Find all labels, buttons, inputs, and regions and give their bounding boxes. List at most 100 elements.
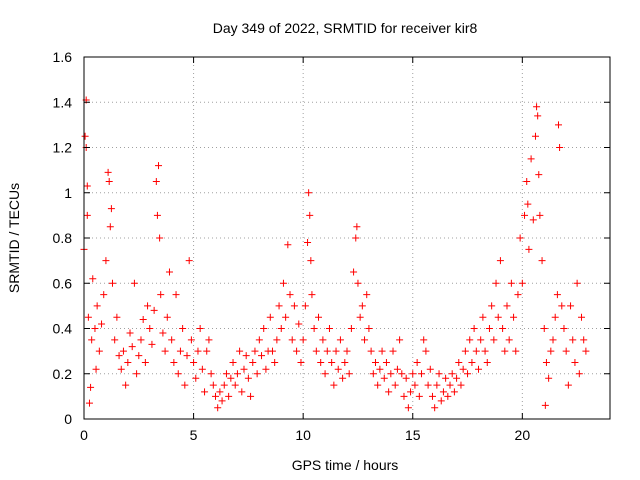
data-point xyxy=(181,381,189,389)
y-tick-label: 0 xyxy=(64,411,72,427)
data-point xyxy=(85,399,93,407)
data-point xyxy=(575,370,583,378)
data-point xyxy=(242,352,250,360)
data-point xyxy=(361,336,369,344)
data-point xyxy=(244,374,252,382)
data-point xyxy=(420,336,428,344)
data-point xyxy=(578,313,586,321)
data-point xyxy=(95,347,103,355)
data-point xyxy=(433,381,441,389)
data-point xyxy=(102,257,110,265)
data-point xyxy=(115,352,123,360)
data-point xyxy=(512,347,520,355)
data-point xyxy=(464,370,472,378)
data-point xyxy=(260,325,268,332)
data-point xyxy=(310,325,318,332)
data-point xyxy=(505,336,513,344)
data-point xyxy=(531,132,539,140)
y-tick-label: 0.6 xyxy=(53,275,73,291)
data-point xyxy=(492,279,500,287)
data-point xyxy=(117,365,125,373)
data-point xyxy=(523,177,531,185)
data-point xyxy=(240,365,248,373)
data-point xyxy=(501,347,509,355)
data-point xyxy=(262,365,270,373)
data-point xyxy=(569,336,577,344)
data-point xyxy=(174,370,182,378)
data-point xyxy=(459,365,467,373)
data-point xyxy=(343,347,351,355)
data-point xyxy=(137,336,145,344)
data-point xyxy=(139,315,147,323)
data-point xyxy=(444,392,452,400)
data-point xyxy=(135,352,143,360)
x-tick-label: 15 xyxy=(405,427,421,443)
data-point xyxy=(470,325,478,332)
data-point xyxy=(159,329,167,337)
data-point xyxy=(367,347,375,355)
data-point xyxy=(437,397,445,405)
data-point xyxy=(203,347,211,355)
data-point xyxy=(152,177,160,185)
y-tick-label: 1.4 xyxy=(53,94,73,110)
data-point xyxy=(571,358,579,366)
x-axis-ticks: 0 5 10 15 20 xyxy=(80,57,530,443)
data-point xyxy=(297,358,305,366)
data-point xyxy=(380,374,388,382)
data-point xyxy=(198,365,206,373)
data-point xyxy=(88,336,96,344)
data-point xyxy=(488,302,496,310)
data-point xyxy=(299,336,307,344)
data-point xyxy=(409,370,417,378)
data-point xyxy=(339,374,347,382)
data-point xyxy=(431,404,439,412)
data-point xyxy=(453,374,461,382)
data-point xyxy=(328,358,336,366)
data-point xyxy=(306,211,314,219)
data-point xyxy=(330,381,338,389)
data-point xyxy=(301,302,309,310)
y-tick-label: 1.6 xyxy=(53,49,73,65)
data-point xyxy=(321,370,329,378)
data-point xyxy=(163,313,171,321)
data-point xyxy=(573,279,581,287)
data-point xyxy=(128,343,136,351)
data-point xyxy=(411,381,419,389)
data-point xyxy=(483,358,491,366)
data-point xyxy=(119,347,127,355)
data-point xyxy=(187,336,195,344)
data-point xyxy=(389,347,397,355)
data-point xyxy=(468,358,476,366)
data-point xyxy=(126,329,134,337)
data-point xyxy=(387,370,395,378)
data-point xyxy=(83,182,91,190)
x-tick-label: 20 xyxy=(515,427,531,443)
data-point xyxy=(426,365,434,373)
y-axis-label: SRMTID / TECUs xyxy=(6,183,22,293)
data-point xyxy=(212,392,219,400)
data-point xyxy=(547,347,555,355)
data-point xyxy=(290,302,298,310)
data-point xyxy=(396,336,404,344)
data-point xyxy=(378,347,386,355)
data-point xyxy=(222,370,230,378)
data-point xyxy=(542,358,550,366)
data-point xyxy=(305,189,313,197)
data-point xyxy=(190,358,198,366)
data-point xyxy=(83,211,91,219)
data-point xyxy=(108,279,116,287)
data-point xyxy=(352,234,360,242)
data-point xyxy=(521,211,529,219)
data-point xyxy=(418,370,426,378)
data-point xyxy=(369,370,377,378)
data-point xyxy=(247,392,255,400)
data-point xyxy=(227,374,235,382)
data-point xyxy=(249,358,257,366)
data-point xyxy=(172,291,180,299)
data-point xyxy=(192,374,200,382)
data-point xyxy=(479,313,487,321)
data-point xyxy=(105,177,113,185)
data-point xyxy=(92,365,100,373)
data-point xyxy=(122,381,130,389)
data-point xyxy=(216,388,224,396)
